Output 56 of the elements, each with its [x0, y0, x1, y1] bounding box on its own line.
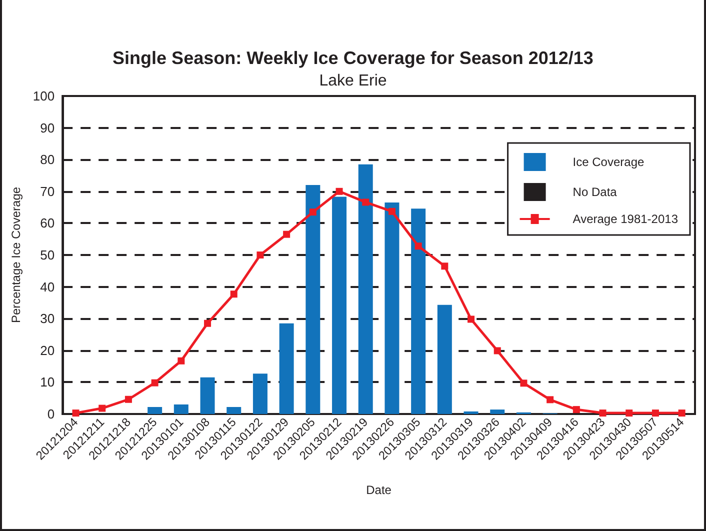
bar	[200, 377, 215, 414]
bar	[332, 196, 347, 414]
y-tick-label: 90	[40, 120, 55, 136]
y-tick-label: 10	[40, 374, 55, 390]
bar	[358, 164, 373, 414]
point	[494, 347, 501, 354]
point	[336, 188, 343, 195]
bar	[306, 185, 320, 414]
y-axis-title: Percentage Ice Coverage	[9, 186, 23, 324]
y-tick-label: 40	[40, 279, 55, 294]
point	[388, 208, 396, 215]
point	[72, 410, 80, 417]
legend-label: Ice Coverage	[572, 155, 644, 169]
point	[414, 242, 422, 250]
y-tick-label: 50	[40, 248, 55, 262]
point	[652, 410, 659, 417]
bar	[437, 304, 452, 414]
bar	[252, 374, 268, 414]
y-tick-label: 70	[40, 184, 55, 199]
y-tick-label: 100	[32, 88, 55, 104]
legend-label: No Data	[572, 185, 618, 199]
bar	[490, 410, 505, 414]
bar	[384, 202, 400, 414]
point	[599, 410, 606, 417]
point	[468, 316, 475, 323]
point	[546, 396, 554, 404]
point	[256, 252, 264, 258]
bar	[411, 208, 426, 414]
y-tick-label: 30	[40, 311, 55, 326]
bar	[464, 411, 478, 414]
point	[678, 410, 686, 417]
point	[626, 410, 633, 417]
chart-subtitle: Lake Erie	[319, 72, 387, 90]
x-axis-title: Date	[366, 483, 392, 497]
bar	[226, 407, 242, 414]
point	[151, 379, 158, 386]
bar	[174, 404, 188, 414]
y-tick-label: 60	[40, 216, 55, 231]
point	[309, 208, 316, 216]
y-tick-label: 80	[40, 152, 55, 168]
point	[283, 230, 290, 238]
point	[520, 380, 528, 387]
point	[204, 320, 212, 327]
legend-label: Average 1981-2013	[572, 212, 678, 226]
point	[441, 262, 448, 270]
point	[572, 406, 580, 414]
point	[124, 396, 132, 403]
point	[178, 357, 185, 364]
chart-title: Single Season: Weekly Ice Coverage for Season 2012/13	[112, 48, 594, 68]
bar	[148, 407, 162, 414]
point	[230, 290, 238, 298]
y-tick-label: 0	[47, 406, 55, 422]
point	[98, 404, 106, 412]
y-tick-label: 20	[40, 342, 55, 358]
point	[362, 198, 370, 206]
bar	[279, 323, 294, 414]
